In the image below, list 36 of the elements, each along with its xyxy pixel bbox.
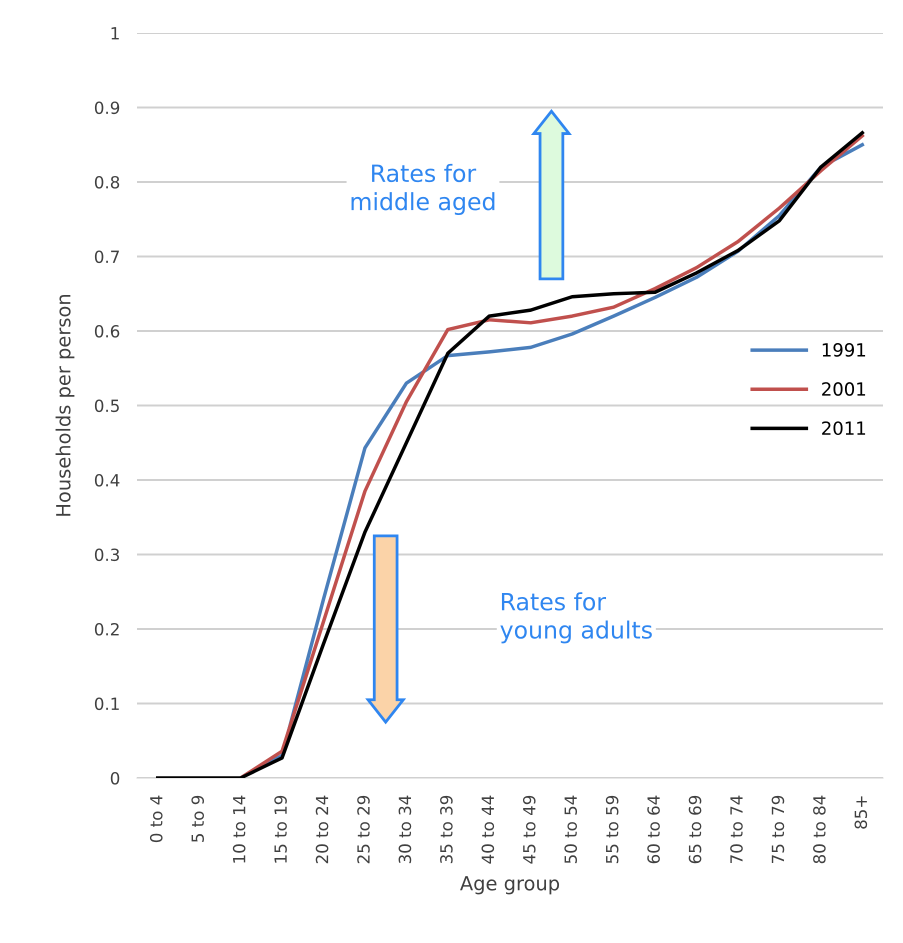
legend-label: 1991	[822, 343, 866, 357]
y-tick-label: 0.7	[94, 250, 119, 264]
x-tick-label: 60 to 64	[647, 796, 660, 864]
x-tick-label: 25 to 29	[357, 796, 370, 864]
y-tick-label: 0.1	[94, 697, 119, 710]
x-tick-label: 75 to 79	[772, 796, 784, 864]
x-tick-label: 45 to 49	[522, 796, 536, 864]
y-tick-label: 0.4	[94, 474, 120, 487]
legend-label: 2011	[822, 421, 866, 435]
x-tick-label: 5 to 9	[191, 796, 204, 842]
y-tick-label: 0.8	[94, 176, 120, 189]
x-tick-label: 35 to 39	[440, 796, 453, 864]
y-tick-label: 0.5	[94, 399, 119, 412]
x-axis-title: Age group	[460, 876, 560, 894]
x-tick-label: 30 to 34	[398, 796, 412, 864]
legend-label: 2001	[822, 382, 866, 396]
y-tick-label: 0.3	[94, 548, 119, 562]
y-tick-label: 0.6	[94, 324, 120, 338]
y-tick-label: 0	[110, 772, 120, 785]
y-tick-label: 1	[112, 27, 119, 40]
annotation: Rates for middle aged	[352, 164, 494, 215]
x-tick-label: 0 to 4	[150, 796, 163, 842]
y-tick-label: 0.9	[94, 101, 120, 114]
x-tick-label: 15 to 19	[274, 796, 287, 863]
annotation: Rates for young adults	[500, 592, 652, 644]
x-tick-label: 80 to 84	[813, 796, 826, 864]
x-tick-label: 85+	[854, 796, 868, 829]
x-tick-label: 10 to 14	[232, 796, 246, 863]
x-tick-label: 40 to 44	[482, 796, 494, 864]
x-tick-label: 55 to 59	[606, 796, 618, 864]
y-tick-label: 0.2	[94, 622, 119, 636]
x-tick-label: 65 to 69	[688, 796, 702, 864]
x-tick-label: 50 to 54	[564, 796, 578, 864]
x-tick-label: 70 to 74	[730, 796, 743, 864]
x-tick-label: 20 to 24	[316, 796, 328, 864]
y-axis-title: Households per person	[56, 294, 74, 516]
